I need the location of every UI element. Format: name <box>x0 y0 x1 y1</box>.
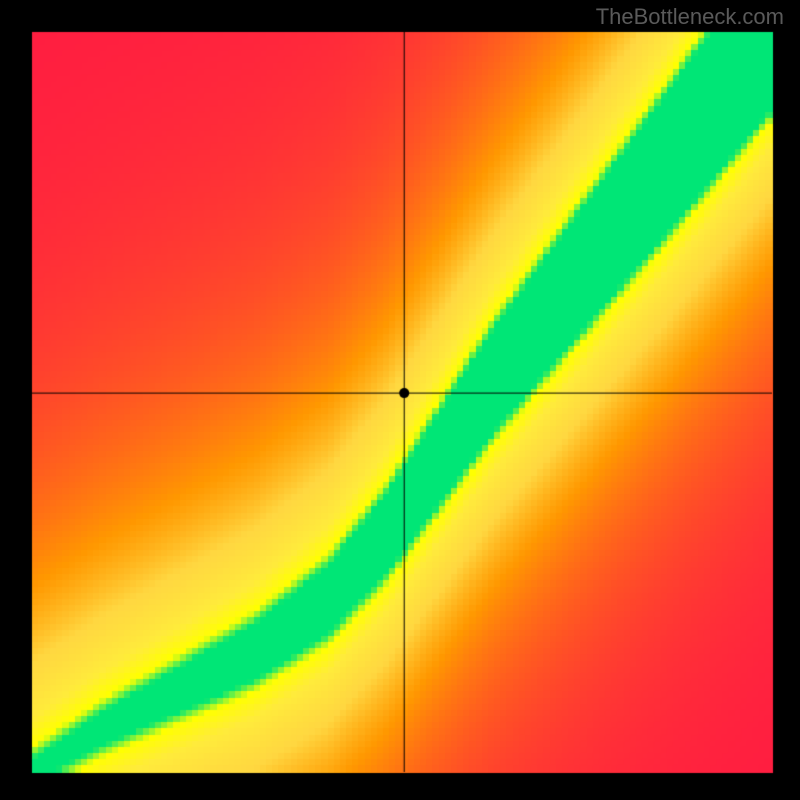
watermark-text: TheBottleneck.com <box>596 4 784 30</box>
heatmap-canvas <box>0 0 800 800</box>
chart-container: TheBottleneck.com <box>0 0 800 800</box>
